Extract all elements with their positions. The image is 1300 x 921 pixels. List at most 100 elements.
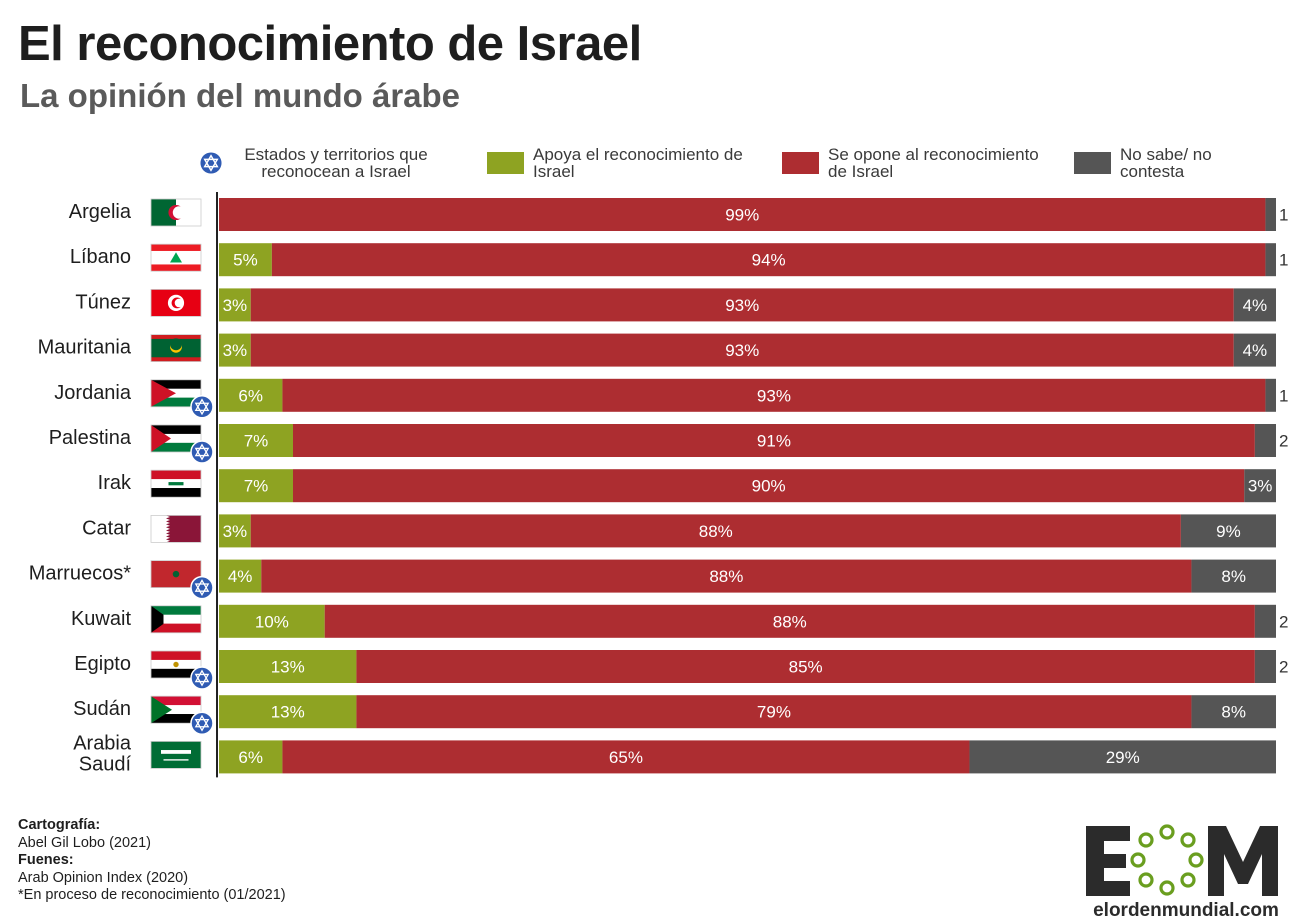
category-label-line: Saudí bbox=[79, 753, 132, 775]
flag-part bbox=[151, 244, 201, 251]
bar-row-jordania: Jordania 6% 93% 1 bbox=[54, 378, 1288, 419]
flag-mauritania bbox=[150, 334, 202, 363]
flag-kuwait bbox=[150, 605, 202, 634]
data-label-unknown-palestina: 2 bbox=[1279, 432, 1288, 451]
bar-unknown-jordania bbox=[1265, 378, 1276, 412]
bar-unknown-libano bbox=[1265, 243, 1276, 277]
flag-libano bbox=[150, 243, 202, 272]
legend-swatch-unknown bbox=[1074, 152, 1111, 174]
bar-unknown-kuwait bbox=[1254, 604, 1276, 638]
star-of-david-triangle bbox=[194, 447, 210, 461]
flag-egipto bbox=[150, 650, 214, 690]
bar-support-tunez bbox=[219, 288, 251, 322]
bar-row-palestina: Palestina 7% 91% 2 bbox=[49, 424, 1288, 464]
flag-border bbox=[150, 424, 202, 453]
data-label-unknown-marruecos: 8% bbox=[1221, 567, 1246, 586]
flag-part bbox=[168, 482, 184, 486]
legend-label-recognizes: Estados y territorios que reconocean a I… bbox=[244, 145, 428, 181]
footer-sources-value: Arab Opinion Index (2020) bbox=[18, 869, 189, 886]
bar-support-mauritania bbox=[219, 333, 251, 367]
bar-support-marruecos bbox=[219, 559, 262, 593]
category-label-libano: Líbano bbox=[70, 246, 131, 268]
category-label-mauritania: Mauritania bbox=[38, 337, 132, 359]
star-of-david-icon bbox=[190, 711, 214, 735]
data-label-oppose-tunez: 93% bbox=[725, 296, 759, 315]
legend-item-recognizes: Estados y territorios que reconocean a I… bbox=[200, 146, 436, 180]
flag-border bbox=[150, 289, 202, 317]
data-label-oppose-marruecos: 88% bbox=[709, 567, 743, 586]
flag-border bbox=[150, 334, 202, 363]
legend-item-support: Apoya el reconocimiento de Israel bbox=[487, 146, 748, 180]
data-label-support-jordania: 6% bbox=[238, 386, 263, 405]
bar-unknown-palestina bbox=[1254, 424, 1276, 457]
data-label-support-mauritania: 3% bbox=[223, 341, 248, 360]
flag-part bbox=[151, 605, 201, 615]
bar-row-arabia-saudi: Arabia Saudí 6% 65% 29% bbox=[73, 732, 1276, 775]
bar-oppose-egipto bbox=[356, 650, 1255, 683]
flag-part bbox=[151, 741, 201, 769]
flag-part bbox=[151, 651, 201, 661]
bar-support-palestina bbox=[219, 424, 293, 457]
flag-jordania bbox=[150, 379, 214, 419]
bar-unknown-argelia bbox=[1265, 198, 1276, 231]
data-label-unknown-tunez: 4% bbox=[1243, 296, 1268, 315]
star-of-david-triangle bbox=[194, 579, 210, 592]
star-of-david-triangle bbox=[194, 583, 210, 597]
flag-marruecos bbox=[150, 560, 214, 600]
data-label-oppose-arabia-saudi: 65% bbox=[609, 748, 643, 767]
flag-border bbox=[150, 243, 202, 272]
data-label-oppose-jordania: 93% bbox=[757, 386, 791, 405]
flag-part bbox=[172, 206, 186, 219]
flag-part bbox=[151, 515, 170, 543]
data-label-support-libano: 5% bbox=[233, 251, 258, 270]
flag-part bbox=[151, 614, 201, 624]
legend: Estados y territorios que reconocean a I… bbox=[0, 146, 1300, 186]
flag-part bbox=[151, 397, 201, 407]
flag-part bbox=[151, 714, 201, 724]
star-of-david-triangle bbox=[194, 402, 210, 416]
flag-border bbox=[150, 605, 202, 634]
category-label-egipto: Egipto bbox=[74, 653, 131, 675]
bar-oppose-sudan bbox=[356, 695, 1192, 729]
flag-catar bbox=[150, 514, 202, 543]
data-label-oppose-sudan: 79% bbox=[757, 703, 791, 722]
data-label-oppose-palestina: 91% bbox=[757, 432, 791, 451]
data-label-unknown-libano: 1 bbox=[1279, 251, 1288, 270]
category-label-argelia: Argelia bbox=[69, 201, 132, 223]
bar-oppose-libano bbox=[271, 243, 1266, 277]
bar-oppose-kuwait bbox=[324, 604, 1255, 638]
flag-part bbox=[151, 605, 164, 633]
star-of-david-triangle bbox=[194, 714, 210, 728]
category-label-catar: Catar bbox=[82, 517, 131, 539]
data-label-support-sudan: 13% bbox=[271, 703, 305, 722]
flag-part bbox=[173, 661, 179, 668]
category-label-marruecos: Marruecos* bbox=[29, 563, 131, 585]
star-of-david-icon bbox=[190, 575, 214, 600]
flag-border bbox=[150, 514, 202, 543]
legend-label-oppose: Se opone al reconocimiento de Israel bbox=[828, 145, 1039, 181]
data-label-support-egipto: 13% bbox=[271, 658, 305, 677]
data-label-unknown-irak: 3% bbox=[1248, 477, 1273, 496]
data-label-support-marruecos: 4% bbox=[228, 567, 253, 586]
flag-sudan bbox=[150, 695, 214, 735]
legend-label-unknown: No sabe/ no contesta bbox=[1120, 145, 1212, 181]
data-label-support-catar: 3% bbox=[223, 522, 248, 541]
bar-support-catar bbox=[219, 514, 251, 548]
category-label-sudan: Sudán bbox=[73, 698, 131, 720]
star-of-david-icon bbox=[190, 666, 214, 690]
bar-row-egipto: Egipto 13% 85% 2 bbox=[74, 650, 1288, 690]
category-label-kuwait: Kuwait bbox=[71, 608, 131, 630]
flag-border bbox=[150, 650, 202, 679]
bar-oppose-palestina bbox=[292, 424, 1255, 457]
bar-oppose-irak bbox=[292, 469, 1245, 503]
star-of-david-icon bbox=[190, 440, 214, 464]
bar-oppose-marruecos bbox=[261, 559, 1192, 593]
bar-row-marruecos: Marruecos* 4% 88% 8% bbox=[29, 559, 1276, 600]
bar-support-kuwait bbox=[219, 604, 325, 638]
footer: Cartografía: Abel Gil Lobo (2021) Fuenes… bbox=[18, 817, 286, 905]
flag-part bbox=[151, 357, 201, 362]
star-of-david-triangle bbox=[194, 669, 210, 683]
bar-unknown-irak bbox=[1244, 469, 1276, 503]
legend-swatch-support bbox=[487, 152, 524, 174]
